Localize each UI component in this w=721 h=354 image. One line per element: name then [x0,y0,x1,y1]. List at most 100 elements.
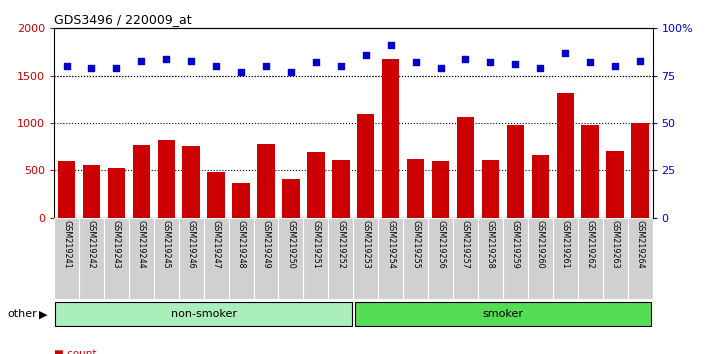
Text: GSM219261: GSM219261 [561,220,570,269]
FancyBboxPatch shape [379,218,403,299]
Text: GSM219249: GSM219249 [262,220,270,269]
FancyBboxPatch shape [79,218,104,299]
FancyBboxPatch shape [553,218,578,299]
Point [385,42,397,48]
Point [410,59,421,65]
Text: GSM219262: GSM219262 [585,220,595,269]
Bar [507,125,524,218]
Text: GSM219245: GSM219245 [162,220,171,269]
Bar [307,152,324,218]
FancyBboxPatch shape [503,218,528,299]
Text: ▶: ▶ [39,309,48,319]
Point [136,58,147,63]
Bar [382,59,399,218]
Text: GSM219260: GSM219260 [536,220,545,269]
Bar [232,183,249,218]
Point [110,65,122,71]
FancyBboxPatch shape [129,218,154,299]
FancyBboxPatch shape [355,302,651,326]
Bar [158,140,175,218]
Point [286,69,297,75]
Bar [606,152,624,218]
Text: GSM219243: GSM219243 [112,220,121,269]
FancyBboxPatch shape [56,302,352,326]
Text: GSM219242: GSM219242 [87,220,96,269]
Text: GSM219244: GSM219244 [137,220,146,269]
Bar [107,167,125,218]
Point [585,59,596,65]
FancyBboxPatch shape [203,218,229,299]
FancyBboxPatch shape [353,218,379,299]
Point [235,69,247,75]
Point [360,52,371,58]
Text: GSM219264: GSM219264 [635,220,645,269]
FancyBboxPatch shape [578,218,603,299]
Bar [457,117,474,218]
Text: GSM219248: GSM219248 [236,220,246,269]
Text: GSM219259: GSM219259 [511,220,520,269]
Point [335,63,347,69]
FancyBboxPatch shape [478,218,503,299]
Bar [332,160,350,218]
Point [161,56,172,62]
Bar [432,161,449,218]
FancyBboxPatch shape [104,218,129,299]
Point [634,58,646,63]
FancyBboxPatch shape [453,218,478,299]
Point [534,65,546,71]
Bar [282,179,300,218]
FancyBboxPatch shape [403,218,428,299]
Text: GSM219263: GSM219263 [611,220,619,269]
Bar [182,146,200,218]
FancyBboxPatch shape [528,218,553,299]
Text: non-smoker: non-smoker [171,309,236,319]
Point [260,63,272,69]
Text: GSM219246: GSM219246 [187,220,195,269]
Bar [83,165,100,218]
Point [86,65,97,71]
Text: GSM219252: GSM219252 [336,220,345,269]
Point [185,58,197,63]
Text: GSM219253: GSM219253 [361,220,371,269]
Point [211,63,222,69]
Text: GSM219258: GSM219258 [486,220,495,269]
Text: ■ count: ■ count [54,349,97,354]
Bar [58,161,75,218]
Text: GSM219247: GSM219247 [212,220,221,269]
Point [559,50,571,56]
Point [485,59,496,65]
FancyBboxPatch shape [304,218,328,299]
Bar [557,93,574,218]
Text: smoker: smoker [482,309,523,319]
FancyBboxPatch shape [229,218,254,299]
Bar [581,125,599,218]
Point [310,59,322,65]
Point [460,56,472,62]
FancyBboxPatch shape [154,218,179,299]
Point [510,62,521,67]
FancyBboxPatch shape [254,218,278,299]
FancyBboxPatch shape [179,218,203,299]
Point [609,63,621,69]
Point [61,63,72,69]
Text: GSM219254: GSM219254 [386,220,395,269]
Bar [133,145,150,218]
Text: GSM219256: GSM219256 [436,220,445,269]
FancyBboxPatch shape [603,218,627,299]
Text: GSM219255: GSM219255 [411,220,420,269]
Bar [257,144,275,218]
FancyBboxPatch shape [278,218,304,299]
FancyBboxPatch shape [54,218,79,299]
Text: GSM219241: GSM219241 [62,220,71,269]
Bar [208,172,225,218]
Bar [482,160,499,218]
Text: GDS3496 / 220009_at: GDS3496 / 220009_at [54,13,192,26]
Bar [357,114,374,218]
Point [435,65,446,71]
FancyBboxPatch shape [627,218,653,299]
Text: GSM219257: GSM219257 [461,220,470,269]
FancyBboxPatch shape [428,218,453,299]
Bar [632,123,649,218]
Bar [407,159,425,218]
Text: other: other [7,309,37,319]
